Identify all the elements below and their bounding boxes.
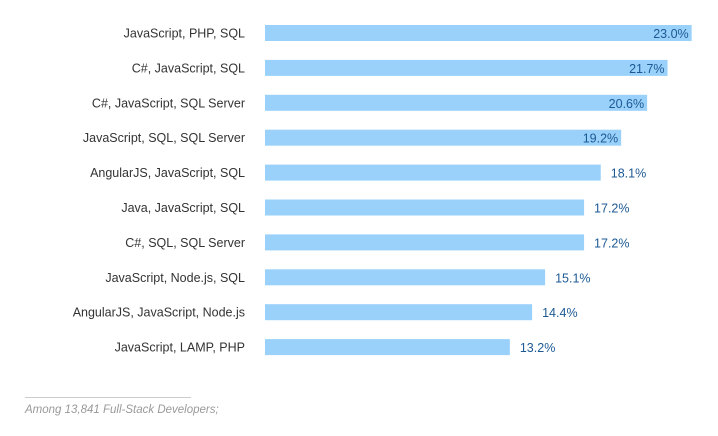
bar	[265, 269, 546, 286]
bar	[265, 25, 692, 41]
value-label: 23.0%	[653, 27, 688, 41]
category-label: JavaScript, Node.js, SQL	[105, 271, 245, 285]
footnote-divider	[25, 397, 191, 398]
bar-chart: JavaScript, PHP, SQL 23.0% C#, JavaScript,…	[73, 25, 692, 356]
bar	[265, 199, 585, 216]
value-label: 17.2%	[594, 236, 629, 250]
category-label: JavaScript, SQL, SQL Server	[83, 131, 245, 145]
bar	[265, 339, 510, 356]
bar	[265, 59, 668, 76]
value-label: 15.1%	[555, 271, 590, 285]
bar	[265, 234, 585, 251]
category-label: C#, SQL, SQL Server	[125, 236, 245, 250]
bar	[265, 94, 648, 111]
bar	[265, 304, 533, 321]
value-label: 19.2%	[583, 132, 618, 146]
bar	[265, 129, 622, 146]
value-label: 18.1%	[611, 167, 646, 181]
bar	[265, 164, 601, 181]
value-label: 17.2%	[594, 202, 629, 216]
category-label: AngularJS, JavaScript, SQL	[90, 166, 245, 180]
category-label: JavaScript, PHP, SQL	[124, 27, 245, 41]
category-label: C#, JavaScript, SQL	[132, 61, 245, 75]
category-label: JavaScript, LAMP, PHP	[115, 341, 245, 355]
value-label: 20.6%	[609, 97, 644, 111]
footnote: Among 13,841 Full-Stack Developers;	[25, 404, 219, 416]
category-label: C#, JavaScript, SQL Server	[92, 96, 245, 110]
category-label: AngularJS, JavaScript, Node.js	[73, 306, 245, 320]
category-label: Java, JavaScript, SQL	[121, 201, 245, 215]
value-label: 13.2%	[520, 341, 555, 355]
value-label: 21.7%	[629, 62, 664, 76]
value-label: 14.4%	[542, 306, 577, 320]
